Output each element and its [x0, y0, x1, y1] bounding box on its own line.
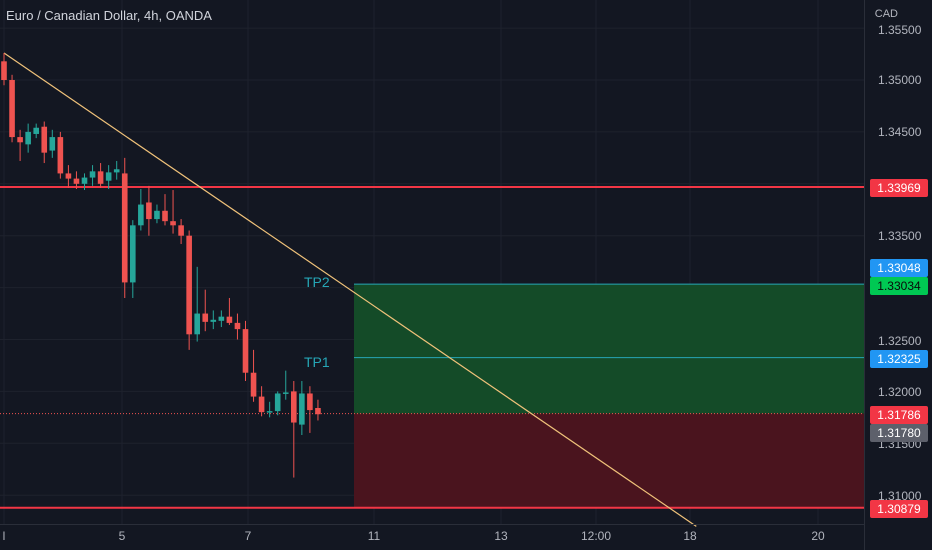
candle-body [178, 225, 184, 236]
candle-body [105, 172, 112, 181]
profit-zone [354, 284, 864, 414]
candle-body [17, 137, 23, 143]
candle-body [307, 393, 313, 411]
candle-body [154, 210, 160, 220]
last-price-badge: 1.31780 [870, 424, 928, 442]
price-tick: 1.34500 [878, 125, 922, 139]
candle-body [202, 313, 209, 322]
candle-body [210, 319, 217, 322]
price-tick: 1.32500 [878, 334, 922, 348]
candle-body [57, 137, 64, 174]
entry-price-badge: 1.31786 [870, 406, 928, 424]
candle-body [81, 177, 88, 184]
candle-body [291, 391, 297, 423]
time-tick: 20 [811, 529, 825, 543]
candle-body [299, 393, 305, 425]
tp2-label: TP2 [304, 274, 330, 290]
price-tick: 1.35000 [878, 73, 922, 87]
candle-body [226, 316, 233, 323]
resistance-price-badge: 1.33969 [870, 179, 928, 197]
candle-body [130, 225, 136, 283]
time-tick: 11 [367, 529, 381, 543]
candle-body [49, 137, 56, 151]
time-tick: 12:00 [580, 529, 612, 543]
tp2-price-badge: 1.33048 [870, 259, 928, 277]
symbol-title: Euro / Canadian Dollar, 4h, OANDA [6, 8, 212, 23]
loss-zone [354, 413, 864, 508]
tp1-label: TP1 [304, 354, 330, 370]
price-tick: 1.33500 [878, 229, 922, 243]
candle-body [33, 127, 39, 134]
candle-body [186, 235, 192, 335]
candle-body [170, 221, 176, 226]
candle-body [315, 408, 321, 415]
price-tick: 1.31000 [878, 489, 922, 503]
candle-body [266, 411, 273, 413]
candle-body [113, 169, 120, 173]
candle-body [65, 173, 72, 179]
time-tick: 5 [118, 529, 126, 543]
candle-body [41, 126, 48, 153]
support-price-badge: 1.30879 [870, 500, 928, 518]
candle-body [258, 396, 265, 413]
candle-body [282, 392, 289, 394]
candle-body [25, 131, 31, 145]
time-tick: 7 [244, 529, 252, 543]
candle-body [218, 316, 225, 321]
candle-body [89, 171, 96, 178]
candle-body [121, 173, 128, 283]
candle-body [162, 210, 168, 222]
candle-body [9, 80, 15, 138]
price-tick: 1.35500 [878, 23, 922, 37]
price-tick: 1.32000 [878, 385, 922, 399]
candle-body [73, 178, 80, 184]
candle-body [194, 313, 200, 335]
currency-label: CAD [874, 8, 898, 20]
candle-body [146, 202, 152, 220]
candle-body [97, 171, 104, 184]
candle-body [138, 204, 144, 226]
candle-body [1, 61, 7, 80]
tp2-target-badge: 1.33034 [870, 277, 928, 295]
time-tick: l [2, 529, 6, 543]
time-tick: 13 [494, 529, 508, 543]
trendline [3, 52, 697, 527]
candle-body [274, 393, 281, 412]
candle-body [242, 329, 249, 373]
price-axis-divider [864, 0, 865, 550]
candle-body [250, 372, 257, 397]
tp1-price-badge: 1.32325 [870, 350, 928, 368]
time-tick: 18 [683, 529, 697, 543]
candle-body [234, 322, 241, 330]
time-axis-divider [0, 524, 864, 525]
